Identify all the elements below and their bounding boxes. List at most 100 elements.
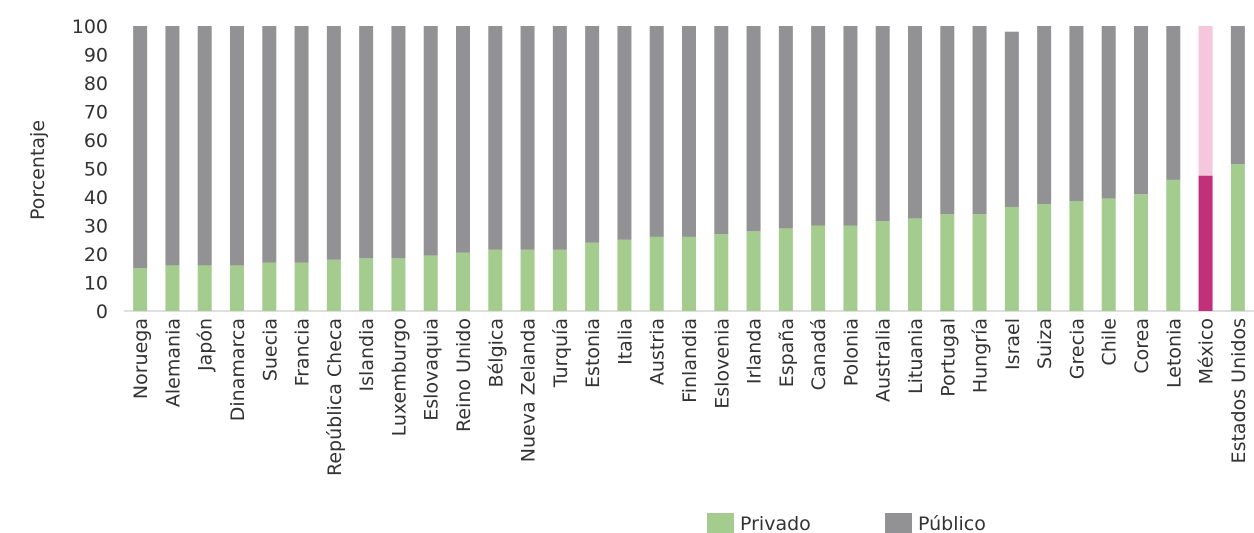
x-tick-label: Polonia (840, 318, 862, 386)
bar-privado (972, 214, 987, 311)
bar-publico (1101, 26, 1116, 199)
bar-privado (843, 225, 858, 311)
y-tick-label: 90 (84, 45, 108, 67)
y-tick-label: 40 (84, 187, 108, 209)
bar-publico (714, 26, 729, 235)
legend: Privado Público (707, 513, 986, 533)
x-tick-label: Dinamarca (227, 318, 249, 421)
bar-privado (456, 252, 470, 311)
x-tick-label: Australia (873, 318, 895, 402)
bar-publico (1166, 26, 1181, 180)
bar-publico (1230, 26, 1245, 165)
bar-privado (908, 218, 922, 312)
bar-privado (746, 231, 761, 311)
x-tick-label: Alemania (162, 318, 184, 407)
y-tick-label: 50 (84, 159, 108, 181)
x-tick-label: Estonia (582, 318, 604, 388)
bar-publico (843, 26, 858, 226)
bar-privado (649, 236, 664, 311)
bar-publico (520, 26, 535, 250)
x-tick-label: Nueva Zelanda (518, 318, 540, 462)
bar-publico (326, 26, 341, 260)
bar-privado (1134, 194, 1148, 311)
bar-privado (488, 249, 503, 311)
legend-label-privado: Privado (740, 513, 811, 533)
x-tick-label: República Checa (324, 318, 346, 476)
bar-privado (1037, 204, 1052, 312)
x-tick-label: Francia (292, 318, 314, 386)
x-tick-label: Chile (1099, 318, 1121, 366)
x-tick-label: Turquía (550, 318, 572, 388)
bar-privado (391, 258, 406, 311)
x-tick-label: Estados Unidos (1228, 318, 1250, 463)
bar-privado (1069, 201, 1084, 311)
bar-privado (617, 239, 632, 311)
bar-privado (359, 258, 374, 311)
bar-privado (778, 228, 793, 311)
y-tick-label: 0 (96, 301, 108, 323)
y-tick-label: 70 (84, 102, 108, 124)
x-tick-label: Corea (1131, 318, 1153, 374)
x-tick-label: Reino Unido (453, 318, 475, 432)
bar-publico (585, 26, 600, 243)
bar-privado (552, 249, 567, 311)
bar-publico (1004, 31, 1019, 207)
y-tick-label: 10 (84, 273, 108, 295)
bar-publico (359, 26, 374, 259)
x-tick-label: Luxemburgo (388, 318, 410, 436)
bar-publico (746, 26, 761, 232)
bar-privado (520, 249, 535, 311)
x-tick-label: Canadá (808, 318, 830, 390)
x-tick-label: España (776, 318, 798, 387)
x-tick-label: Suiza (1034, 318, 1056, 369)
y-tick-label: 20 (84, 244, 108, 266)
x-tick-label: Lituania (905, 318, 927, 394)
bar-privado (133, 268, 148, 311)
x-tick-label: Eslovaquia (421, 318, 443, 421)
x-tick-label: Noruega (130, 318, 152, 399)
bar-publico (165, 26, 180, 266)
x-tick-label: México (1196, 318, 1218, 384)
x-tick-label: Letonia (1163, 318, 1185, 388)
x-tick-label: Finlandia (679, 318, 701, 403)
bar-privado (714, 234, 729, 311)
bar-privado (197, 265, 212, 311)
bar-publico (1198, 26, 1213, 176)
legend-swatch-privado (707, 513, 734, 533)
x-tick-label: Italia (614, 318, 636, 365)
y-axis-label: Porcentaje (27, 120, 49, 220)
bar-privado (875, 221, 890, 311)
bar-privado (165, 265, 180, 311)
bar-publico (811, 26, 826, 226)
bar-publico (488, 26, 503, 250)
bar-publico (552, 26, 567, 250)
x-tick-label: Grecia (1066, 318, 1088, 379)
bar-publico (1134, 26, 1148, 195)
bar-publico (617, 26, 632, 240)
bar-publico (1069, 26, 1084, 202)
bar-publico (133, 26, 148, 269)
bar-privado (294, 262, 309, 311)
x-tick-label: Israel (1002, 318, 1024, 370)
bar-privado (585, 242, 600, 311)
bar-publico (230, 26, 244, 266)
bars (133, 26, 1245, 312)
bar-privado (940, 214, 955, 311)
bar-privado (1004, 206, 1019, 311)
bar-publico (423, 26, 438, 256)
bar-privado (1166, 179, 1181, 311)
bar-publico (778, 26, 793, 229)
x-tick-label: Austria (647, 318, 669, 385)
legend-swatch-publico (885, 513, 912, 533)
bar-publico (197, 26, 212, 266)
x-tick-label: Japón (195, 318, 217, 372)
bar-publico (262, 26, 277, 263)
legend-label-publico: Público (918, 513, 986, 533)
x-tick-label: Portugal (937, 318, 959, 397)
bar-publico (391, 26, 406, 259)
y-tick-label: 100 (72, 16, 108, 38)
bar-privado (230, 265, 244, 311)
bar-publico (294, 26, 309, 263)
y-tick-label: 80 (84, 73, 108, 95)
